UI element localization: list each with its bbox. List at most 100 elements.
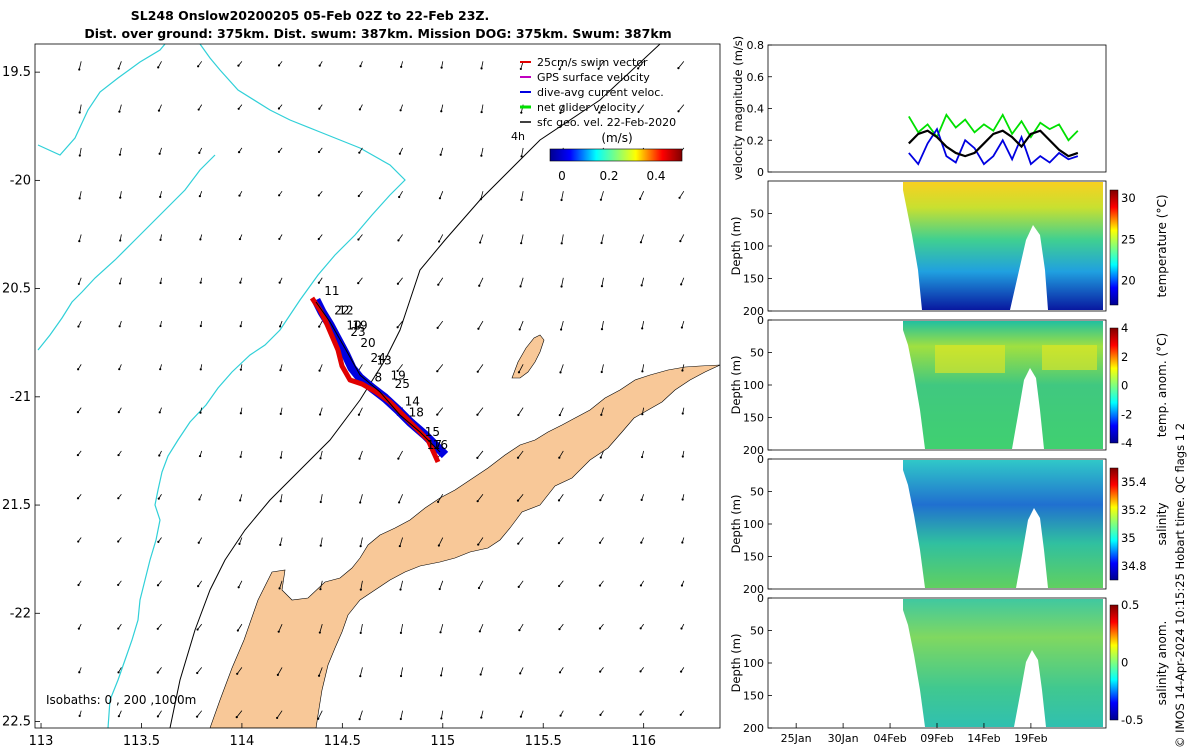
- geo-arrow-head: [278, 237, 281, 241]
- geo-arrow-head: [479, 673, 482, 676]
- geo-arrow-head: [77, 627, 80, 630]
- geo-arrow-head: [118, 153, 122, 156]
- geo-arrow-head: [436, 500, 440, 503]
- geo-arrow-head: [559, 714, 562, 717]
- geo-arrow: [238, 580, 243, 588]
- geo-arrow-head: [397, 501, 401, 504]
- geo-arrow-head: [480, 154, 483, 157]
- geo-arrow-head: [117, 671, 120, 674]
- track-day-label: 15: [425, 425, 440, 439]
- map-colorbar-label: (m/s): [601, 131, 632, 145]
- colorbar-tick-label: 2: [1121, 350, 1128, 364]
- geo-arrow: [157, 710, 162, 717]
- track-day-label: 17: [427, 438, 442, 452]
- geo-arrow-head: [517, 371, 521, 374]
- map-legend: 25cm/s swim vector GPS surface velocity …: [511, 56, 676, 143]
- geo-arrow-head: [117, 715, 120, 718]
- geo-arrow-head: [638, 197, 642, 200]
- geo-arrow-head: [198, 454, 202, 458]
- geo-arrow-head: [199, 411, 202, 414]
- geo-arrow-head: [239, 368, 242, 371]
- geo-arrow-head: [681, 412, 684, 415]
- geo-arrow: [398, 450, 403, 459]
- geo-arrow: [437, 494, 444, 503]
- geo-arrow-head: [480, 67, 483, 70]
- geo-arrow-head: [438, 197, 442, 200]
- geo-arrow: [436, 407, 444, 415]
- geo-arrow: [357, 320, 363, 328]
- track-day-label: 16: [433, 438, 448, 452]
- velocity-ylabel: velocity magnitude (m/s): [731, 36, 745, 181]
- geo-arrow-head: [560, 328, 563, 331]
- geo-arrow-head: [358, 151, 361, 154]
- map-ytick-label: 22.5: [2, 715, 31, 730]
- geo-arrow-head: [559, 371, 562, 374]
- geo-arrow-head: [599, 499, 602, 502]
- track-day-label: 12: [338, 304, 353, 318]
- depth-tick-label: 100: [743, 379, 764, 392]
- geo-arrow-head: [597, 67, 600, 70]
- geo-arrow: [360, 624, 363, 634]
- track-day-label: 19: [391, 369, 406, 383]
- geo-arrow-head: [680, 283, 683, 286]
- legend-label-gps: GPS surface velocity: [537, 71, 650, 84]
- geo-arrow-head: [557, 542, 561, 545]
- geo-arrow-head: [78, 197, 81, 200]
- geo-arrow: [320, 450, 323, 459]
- geo-arrow-head: [318, 64, 321, 67]
- geo-arrow-head: [639, 584, 643, 587]
- geo-arrow-head: [476, 500, 479, 503]
- geo-arrow-head: [477, 586, 481, 590]
- colorbar-tick-label: 0: [1121, 379, 1128, 393]
- geo-arrow-head: [560, 198, 563, 202]
- geo-arrow-head: [679, 670, 683, 673]
- time-tick-label: 19Feb: [1014, 732, 1047, 745]
- geo-arrow: [400, 624, 404, 633]
- geo-arrow-head: [76, 453, 80, 457]
- geo-arrow-head: [399, 631, 403, 634]
- coast-contour-cyan-2: [37, 154, 216, 351]
- salinity-panel: [767, 458, 1107, 590]
- geo-arrow-head: [519, 285, 522, 288]
- geo-arrow-head: [199, 324, 202, 328]
- geo-arrow-head: [157, 66, 160, 69]
- geo-arrow-head: [157, 109, 161, 112]
- geo-arrow-head: [599, 670, 602, 673]
- geo-arrow: [197, 623, 203, 630]
- time-axis: 25Jan 30Jan 04Feb 09Feb 14Feb 19Feb: [781, 723, 1048, 745]
- geo-arrow-head: [476, 413, 479, 416]
- geo-arrow-head: [399, 717, 402, 721]
- geo-arrow-head: [236, 672, 239, 675]
- velocity-axes: [767, 44, 1107, 173]
- geo-arrow-head: [520, 111, 523, 114]
- geo-arrow-head: [235, 716, 238, 719]
- geo-arrow: [561, 277, 564, 287]
- depth-tick-label: 100: [743, 657, 764, 670]
- geo-arrow-head: [317, 237, 320, 241]
- geo-arrow: [278, 623, 283, 632]
- geo-arrow-head: [158, 152, 161, 155]
- coast-contour-cyan: [37, 44, 406, 728]
- geo-arrow: [359, 494, 363, 503]
- temp-anomaly-colorbar-bar: [1109, 327, 1119, 444]
- colorbar-tick-label: 30: [1121, 191, 1136, 205]
- salinity-section: [903, 460, 1103, 588]
- salinity-anomaly-section: [903, 599, 1103, 727]
- geo-arrow-head: [317, 281, 320, 284]
- geo-arrow-head: [239, 455, 242, 458]
- temperature-panel: [767, 180, 1107, 312]
- velocity-panel: 0 0.2 0.4 0.6 0.8 velocity magnitude (m/s): [731, 36, 1107, 181]
- map-xtick-label: 114: [229, 734, 254, 749]
- depth-tick-label: 0: [757, 592, 764, 605]
- geo-arrow-head: [558, 413, 561, 417]
- geo-arrow-head: [516, 456, 520, 459]
- geo-arrow: [600, 450, 604, 458]
- geo-arrow: [598, 104, 604, 113]
- velocity-ytick-label: 0.2: [747, 134, 765, 147]
- geo-arrow-head: [436, 370, 439, 373]
- geo-arrow: [478, 580, 484, 589]
- geo-arrow: [440, 104, 444, 112]
- geo-arrow: [437, 320, 444, 329]
- geo-arrow-head: [600, 241, 603, 245]
- geo-arrow-head: [439, 631, 442, 634]
